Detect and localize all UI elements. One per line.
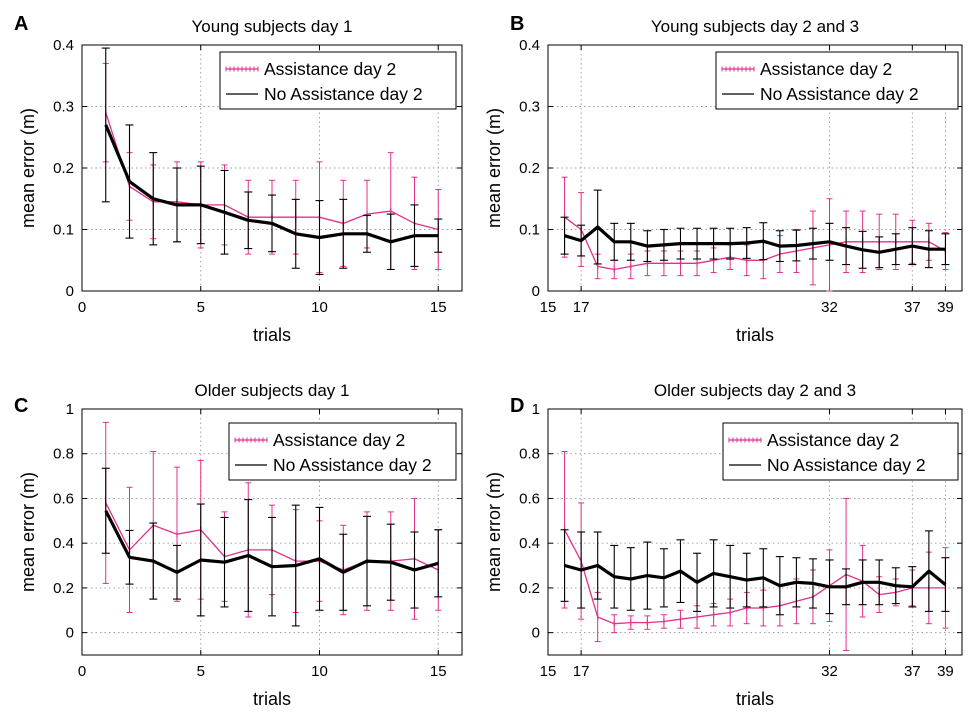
- series-assistance: [561, 176, 949, 292]
- x-tick-label: 15: [430, 299, 447, 316]
- panel-letter: D: [510, 395, 524, 417]
- chart-panel-d: D Older subjects day 2 and 3 15 17 32 37 39 0 0.…: [484, 381, 963, 709]
- series-line: [104, 124, 439, 244]
- chart-title: Young subjects day 1: [192, 17, 353, 36]
- x-tick-label: 39: [937, 299, 954, 316]
- y-tick-label: 0.2: [53, 580, 74, 597]
- x-tick-label: 15: [430, 663, 447, 680]
- series-line: [104, 510, 439, 574]
- y-tick-label: 0.4: [519, 37, 540, 54]
- y-tick-label: 0.8: [53, 446, 74, 463]
- legend: Assistance day 2 No Assistance day 2: [228, 422, 457, 481]
- x-tick-label: 5: [197, 663, 205, 680]
- panel-letter: C: [14, 395, 28, 417]
- y-tick-label: 0: [532, 625, 540, 642]
- x-axis-label: trials: [253, 325, 291, 345]
- series-line: [564, 563, 947, 589]
- legend-label-assistance: Assistance day 2: [264, 59, 396, 79]
- series-line: [564, 225, 946, 254]
- x-tick-label: 10: [311, 299, 328, 316]
- x-axis-label: trials: [736, 325, 774, 345]
- chart-panel-a: A Young subjects day 1 0 5 10 15 0 0.1 0.2 0.3 0.4…: [14, 13, 463, 345]
- y-tick-label: 0.2: [519, 580, 540, 597]
- y-tick-label: 0.4: [53, 535, 74, 552]
- legend-label-assistance: Assistance day 2: [760, 59, 892, 79]
- x-tick-label: 0: [78, 663, 86, 680]
- series-no-assistance: [560, 529, 950, 616]
- legend-box: [228, 422, 457, 481]
- legend-box: [722, 422, 959, 481]
- x-tick-label: 37: [904, 663, 921, 680]
- series-assistance: [561, 450, 949, 652]
- y-tick-label: 0: [66, 283, 74, 300]
- x-tick-label: 32: [821, 663, 838, 680]
- y-tick-label: 0.2: [53, 160, 74, 177]
- y-tick-label: 0.4: [519, 535, 540, 552]
- series-no-assistance: [101, 467, 443, 627]
- y-tick-label: 0.6: [519, 490, 540, 507]
- legend-label-assistance: Assistance day 2: [273, 430, 405, 450]
- legend-label-no-assistance: No Assistance day 2: [767, 455, 926, 475]
- chart-panel-c: C Older subjects day 1 0 5 10 15 0 0.2 0.4 0.6 0.8…: [14, 381, 463, 709]
- legend: Assistance day 2 No Assistance day 2: [219, 51, 457, 110]
- legend: Assistance day 2 No Assistance day 2: [722, 422, 959, 481]
- plot-frame: [81, 408, 463, 656]
- legend: Assistance day 2 No Assistance day 2: [715, 51, 959, 110]
- legend-label-no-assistance: No Assistance day 2: [264, 84, 423, 104]
- y-tick-label: 0: [532, 283, 540, 300]
- y-tick-label: 0.1: [53, 222, 74, 239]
- x-tick-label: 17: [573, 663, 590, 680]
- y-tick-label: 0.4: [53, 37, 74, 54]
- x-tick-label: 0: [78, 299, 86, 316]
- x-tick-label: 15: [540, 299, 557, 316]
- legend-label-assistance: Assistance day 2: [767, 430, 899, 450]
- panel-letter: A: [14, 13, 28, 35]
- y-tick-label: 1: [532, 401, 540, 418]
- legend-box: [715, 51, 959, 110]
- series-line: [564, 216, 946, 271]
- x-tick-label: 5: [197, 299, 205, 316]
- x-tick-label: 39: [937, 663, 954, 680]
- y-axis-label: mean error (m): [18, 108, 38, 228]
- y-tick-label: 0.6: [53, 490, 74, 507]
- x-tick-label: 17: [573, 299, 590, 316]
- x-axis-label: trials: [736, 689, 774, 709]
- y-tick-label: 0.3: [519, 99, 540, 116]
- series-no-assistance: [560, 189, 950, 269]
- y-tick-label: 0.8: [519, 446, 540, 463]
- x-tick-label: 37: [904, 299, 921, 316]
- panel-letter: B: [510, 13, 524, 35]
- y-tick-label: 1: [66, 401, 74, 418]
- legend-label-no-assistance: No Assistance day 2: [760, 84, 919, 104]
- series-no-assistance: [101, 47, 443, 275]
- legend-label-no-assistance: No Assistance day 2: [273, 455, 432, 475]
- chart-title: Young subjects day 2 and 3: [651, 17, 859, 36]
- x-tick-label: 32: [821, 299, 838, 316]
- chart-title: Older subjects day 1: [195, 381, 350, 400]
- y-tick-label: 0.2: [519, 160, 540, 177]
- y-axis-label: mean error (m): [18, 472, 38, 592]
- y-tick-label: 0.3: [53, 99, 74, 116]
- x-tick-label: 15: [540, 663, 557, 680]
- y-axis-label: mean error (m): [484, 108, 504, 228]
- x-axis-label: trials: [253, 689, 291, 709]
- plot-frame: [547, 408, 963, 656]
- chart-title: Older subjects day 2 and 3: [654, 381, 856, 400]
- legend-box: [219, 51, 457, 110]
- y-tick-label: 0: [66, 625, 74, 642]
- y-axis-label: mean error (m): [484, 472, 504, 592]
- chart-panel-b: B Young subjects day 2 and 3 15 17 32 37 39 0 0.…: [484, 13, 963, 345]
- series-line: [564, 529, 946, 625]
- y-tick-label: 0.1: [519, 222, 540, 239]
- x-tick-label: 10: [311, 663, 328, 680]
